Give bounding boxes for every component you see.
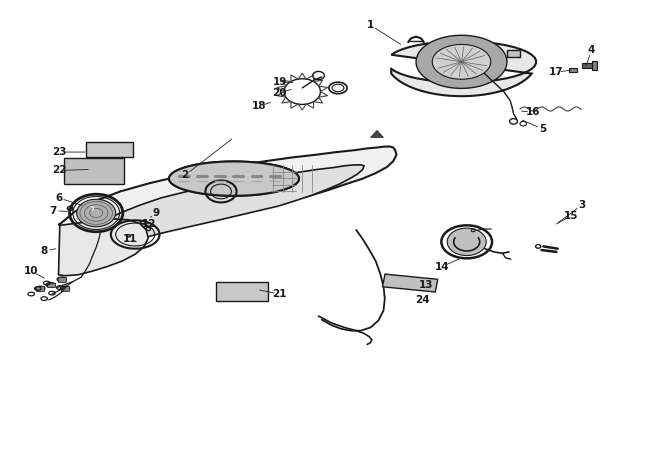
Text: 15: 15 [564, 211, 578, 221]
Text: 21: 21 [272, 289, 287, 299]
Text: 9: 9 [153, 208, 159, 218]
Polygon shape [64, 158, 124, 184]
Text: 10: 10 [24, 266, 38, 276]
Polygon shape [370, 131, 383, 137]
Polygon shape [61, 286, 69, 291]
Text: 1: 1 [367, 20, 374, 30]
Polygon shape [58, 219, 148, 276]
Text: 2: 2 [181, 170, 189, 180]
Text: 14: 14 [435, 262, 449, 272]
Polygon shape [216, 282, 268, 301]
Text: 18: 18 [252, 101, 266, 111]
Text: 6: 6 [55, 193, 62, 203]
Text: 8: 8 [40, 246, 48, 256]
Polygon shape [569, 68, 577, 72]
Text: 23: 23 [53, 147, 67, 157]
Polygon shape [382, 274, 438, 292]
Text: 13: 13 [419, 280, 433, 290]
Text: 16: 16 [526, 107, 540, 117]
Polygon shape [592, 61, 597, 70]
Text: 3: 3 [578, 200, 586, 210]
Text: 7: 7 [49, 206, 57, 216]
Polygon shape [391, 41, 536, 96]
Polygon shape [432, 44, 491, 79]
Text: 12: 12 [142, 218, 157, 229]
Polygon shape [416, 35, 507, 88]
Text: 22: 22 [53, 165, 67, 175]
Polygon shape [77, 199, 116, 227]
Polygon shape [582, 63, 592, 68]
Text: 4: 4 [588, 45, 595, 55]
Polygon shape [58, 277, 66, 282]
Text: 24: 24 [415, 295, 430, 305]
Polygon shape [447, 228, 486, 256]
Polygon shape [507, 50, 520, 57]
Text: 17: 17 [549, 67, 563, 77]
Polygon shape [47, 283, 55, 287]
Text: 19: 19 [272, 77, 287, 87]
Text: 20: 20 [272, 87, 287, 98]
Text: 11: 11 [123, 234, 137, 244]
Polygon shape [36, 286, 44, 291]
Polygon shape [169, 162, 299, 196]
Polygon shape [104, 165, 364, 250]
Polygon shape [58, 147, 396, 266]
Text: 5: 5 [539, 124, 547, 134]
Polygon shape [86, 142, 133, 157]
